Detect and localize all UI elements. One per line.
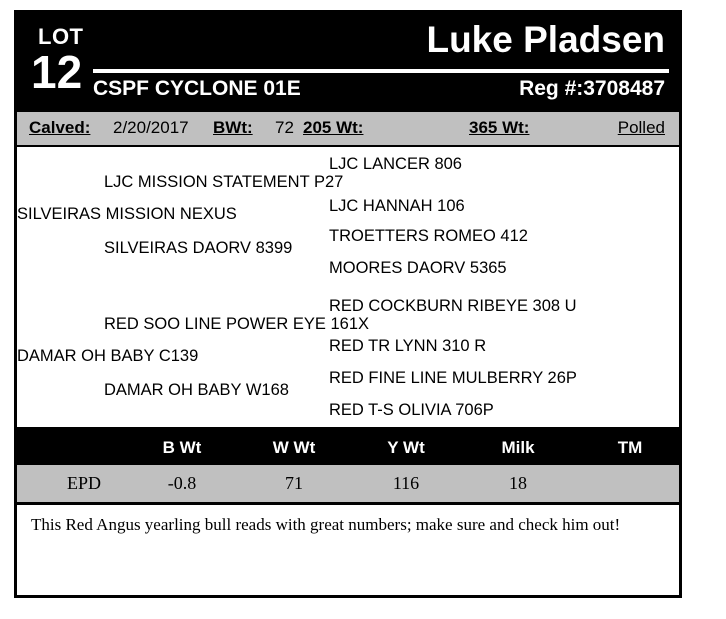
pedigree-chart: LJC MISSION STATEMENT P27 SILVEIRAS MISS… — [17, 147, 679, 427]
epd-column-header-ywt: Y Wt — [387, 438, 425, 457]
birth-weight-value: 72 — [275, 118, 294, 137]
pedigree-dam-sire-dam: RED TR LYNN 310 R — [329, 337, 487, 355]
weight-205-label: 205 Wt: — [303, 118, 364, 137]
epd-value-bwt: -0.8 — [167, 473, 197, 493]
pedigree-sire-sire-sire: LJC LANCER 806 — [329, 155, 462, 173]
pedigree-sire: SILVEIRAS MISSION NEXUS — [17, 205, 237, 223]
animal-info-bar: Calved: 2/20/2017 BWt: 72 205 Wt: 365 Wt… — [17, 110, 679, 147]
pedigree-dam-dam-dam: RED T-S OLIVIA 706P — [329, 401, 494, 419]
calved-value: 2/20/2017 — [113, 118, 189, 137]
header-divider-rule — [93, 69, 669, 73]
pedigree-dam-dam-sire: RED FINE LINE MULBERRY 26P — [329, 369, 577, 387]
description-text: This Red Angus yearling bull reads with … — [31, 515, 621, 534]
lot-word-label: LOT — [38, 24, 84, 49]
lot-header: LOT 12 Luke Pladsen CSPF CYCLONE 01E Reg… — [17, 13, 679, 110]
epd-value-ywt: 116 — [392, 473, 420, 493]
pedigree-dam-sire-sire: RED COCKBURN RIBEYE 308 U — [329, 297, 577, 315]
pedigree-sire-sire-dam: LJC HANNAH 106 — [329, 197, 465, 215]
pedigree-sire-sire: LJC MISSION STATEMENT P27 — [104, 173, 344, 191]
polled-status: Polled — [617, 118, 665, 137]
pedigree-sire-dam-sire: TROETTERS ROMEO 412 — [329, 227, 528, 245]
lot-description: This Red Angus yearling bull reads with … — [17, 505, 679, 583]
epd-column-header-bwt: B Wt — [162, 438, 202, 457]
pedigree-sire-dam: SILVEIRAS DAORV 8399 — [104, 239, 293, 257]
lot-number: 12 — [31, 46, 83, 98]
pedigree-dam: DAMAR OH BABY C139 — [17, 347, 199, 365]
birth-weight-label: BWt: — [213, 118, 253, 137]
pedigree-sire-dam-dam: MOORES DAORV 5365 — [329, 259, 507, 277]
animal-name: CSPF CYCLONE 01E — [93, 77, 301, 100]
lot-card: LOT 12 Luke Pladsen CSPF CYCLONE 01E Reg… — [14, 10, 682, 598]
owner-name: Luke Pladsen — [426, 19, 665, 60]
epd-column-header-tm: TM — [617, 438, 643, 457]
epd-value-wwt: 71 — [285, 473, 303, 493]
calved-label: Calved: — [29, 118, 91, 137]
epd-value-milk: 18 — [509, 473, 527, 493]
weight-365-label: 365 Wt: — [469, 118, 530, 137]
registration-number: Reg #:3708487 — [519, 77, 665, 100]
epd-row-label: EPD — [66, 473, 101, 493]
pedigree-dam-sire: RED SOO LINE POWER EYE 161X — [104, 315, 369, 333]
epd-table-header: B Wt W Wt Y Wt Milk TM — [17, 427, 679, 465]
epd-column-header-wwt: W Wt — [272, 438, 316, 457]
epd-table-row: EPD -0.8 71 116 18 — [17, 465, 679, 505]
pedigree-dam-dam: DAMAR OH BABY W168 — [104, 381, 289, 399]
epd-column-header-milk: Milk — [501, 438, 535, 457]
